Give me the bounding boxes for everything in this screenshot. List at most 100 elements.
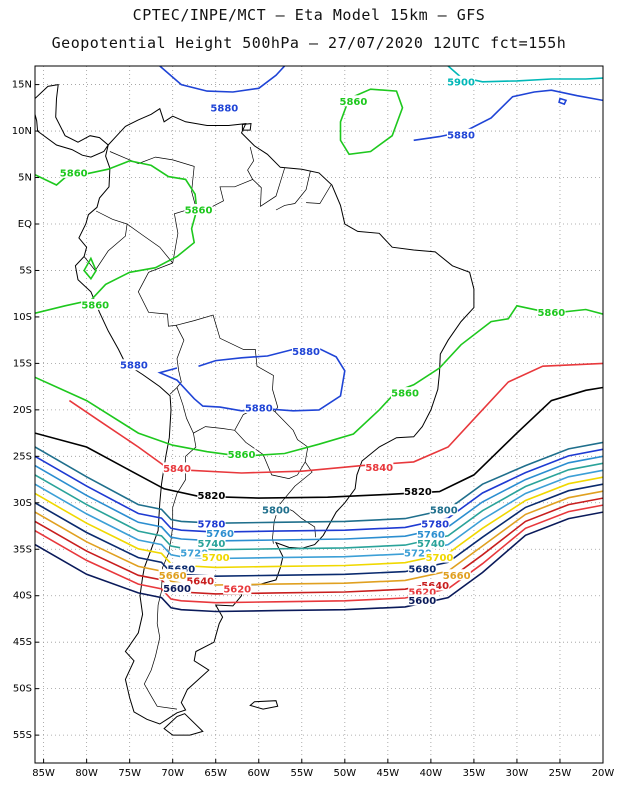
contour-label-bg (167, 562, 196, 574)
contour-label-bg (425, 551, 454, 563)
contour-5800 (35, 441, 603, 525)
map-title: CPTEC/INPE/MCT – Eta Model 15km – GFS (132, 6, 486, 24)
contour-label-bg (223, 583, 252, 595)
contour-label-bg (429, 504, 458, 516)
contour-label-bg (119, 359, 149, 371)
contour-label-bg (446, 128, 476, 140)
contour-label: 5860 (391, 389, 419, 400)
contour-label-bg (197, 518, 226, 530)
lat-tick-label: 40S (13, 591, 32, 602)
contour-label-bg (186, 574, 215, 586)
lat-tick-label: 10S (13, 312, 32, 323)
contour-label-bg (59, 166, 88, 178)
contour-label-bg (158, 569, 187, 581)
lat-tick-label: 50S (13, 684, 32, 695)
contour-label-bg (390, 387, 420, 399)
contour-5700 (35, 476, 603, 569)
contour-label-bg (421, 579, 450, 591)
contour-label: 5860 (340, 97, 368, 108)
contour-5780 (35, 448, 603, 533)
lat-lon-grid (35, 66, 604, 763)
contour-5860 (35, 159, 198, 314)
contour-label: 5820 (198, 491, 226, 502)
contour-label: 5880 (120, 361, 148, 372)
lon-tick-label: 55W (290, 768, 313, 779)
lat-tick-label: 20S (13, 405, 32, 416)
contour-5740 (35, 462, 603, 551)
contour-label-bg (244, 401, 273, 413)
contour-label-bg (162, 582, 192, 594)
contour-label-bg (261, 504, 291, 516)
contour-label: 5740 (198, 539, 226, 550)
contour-label-bg (197, 537, 226, 549)
contour-label: 5740 (417, 539, 445, 550)
contour-label-bg (446, 75, 476, 87)
contour-5820 (35, 386, 603, 499)
contour-5720 (35, 469, 603, 560)
lat-tick-label: 35S (13, 544, 32, 555)
contour-label-bg (201, 551, 230, 563)
lat-tick-label: EQ (18, 219, 32, 230)
lat-tick-label: 5S (19, 265, 32, 276)
lat-tick-label: 30S (13, 498, 32, 509)
contour-label: 5880 (292, 347, 320, 358)
contour-5760 (35, 455, 603, 542)
contour-5660 (35, 490, 603, 586)
lon-tick-label: 45W (377, 768, 400, 779)
lat-tick-label: 10N (12, 126, 32, 137)
lat-tick-label: 55S (13, 730, 32, 741)
contour-5680 (35, 483, 603, 578)
contour-label-bg (184, 204, 213, 216)
contour-label: 5680 (408, 564, 436, 575)
contour-5600 (35, 511, 603, 613)
contour-label-bg (205, 527, 235, 539)
contour-label: 5760 (206, 529, 234, 540)
contour-label: 5880 (210, 103, 238, 114)
contour-label: 5880 (447, 130, 475, 141)
contour-label: 5860 (537, 308, 565, 319)
contour-label-bg (291, 345, 321, 357)
contour-label-bg (227, 448, 256, 460)
contour-label-bg (442, 569, 471, 581)
contour-label-bg (210, 101, 239, 113)
contour-label-bg (416, 537, 445, 549)
lon-tick-label: 25W (549, 768, 572, 779)
lon-tick-label: 60W (247, 768, 270, 779)
lon-tick-label: 80W (75, 768, 98, 779)
map-frame (34, 65, 604, 764)
contour-5860 (35, 304, 603, 458)
contour-5860 (83, 256, 98, 281)
contour-label: 5820 (404, 487, 432, 498)
contour-5880 (413, 89, 603, 142)
lat-tick-label: 15S (13, 358, 32, 369)
lat-tick-label: 15N (12, 80, 32, 91)
lon-tick-label: 70W (161, 768, 184, 779)
contour-label: 5900 (447, 77, 475, 88)
contour-label: 5720 (404, 548, 432, 559)
contour-label: 5600 (408, 596, 436, 607)
contour-5620 (35, 504, 603, 604)
contour-5860 (339, 88, 404, 156)
contour-label: 5620 (223, 585, 251, 596)
contour-5880 (558, 97, 568, 106)
contour-5880 (157, 347, 346, 412)
contour-5640 (35, 497, 603, 595)
map-subtitle: Geopotential Height 500hPa – 27/07/2020 … (51, 34, 567, 52)
contour-label-bg (408, 594, 437, 606)
contour-label: 5660 (443, 571, 471, 582)
contour-5880 (159, 66, 286, 93)
contour-label: 5700 (426, 553, 454, 564)
contour-label: 5760 (417, 530, 445, 541)
contour-label: 5800 (430, 506, 458, 517)
contour-label-bg (197, 489, 226, 501)
lat-tick-label: 45S (13, 637, 32, 648)
contour-label: 5880 (245, 403, 273, 414)
contour-label-bg (537, 306, 566, 318)
contour-label: 5720 (180, 548, 208, 559)
contour-label: 5840 (365, 463, 393, 474)
contour-label-bg (180, 546, 209, 558)
contour-label-bg (403, 485, 433, 497)
contour-label: 5780 (421, 520, 449, 531)
lon-tick-label: 50W (334, 768, 357, 779)
